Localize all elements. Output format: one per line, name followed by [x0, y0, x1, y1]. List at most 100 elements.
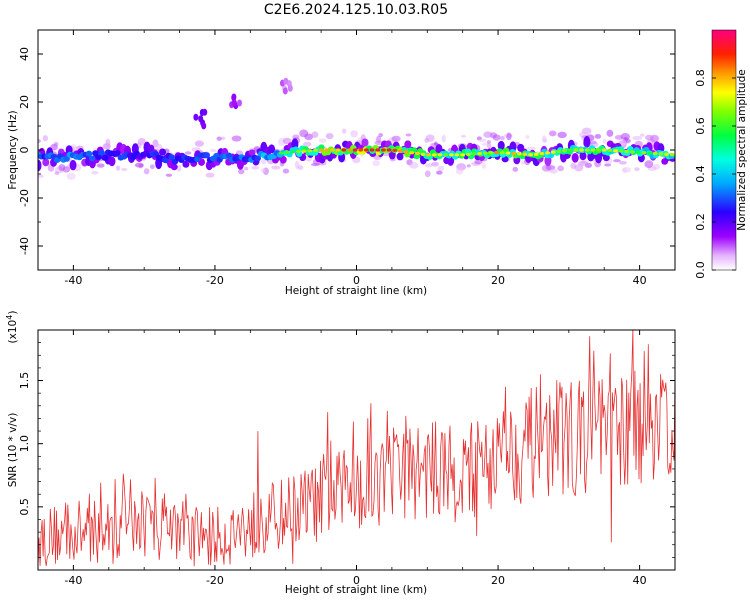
snr-panel: -40 -20 0 20 40 0.5 1.0 1.5 Height of straight…	[5, 311, 676, 596]
spectrogram-ridge-peak-cell	[607, 148, 613, 152]
colorbar-gradient	[711, 29, 737, 271]
spectrogram-halo-cell	[231, 135, 242, 142]
spectrogram-ridge-peak-cell	[420, 152, 426, 156]
y-tick-label: 1.0	[18, 435, 31, 453]
spectrogram-halo-cell	[526, 146, 536, 151]
spectrogram-band-cell	[108, 156, 116, 167]
svg-text:(x104): (x104)	[5, 311, 19, 344]
spectrogram-feature-cell	[201, 122, 207, 130]
spectrogram-band-cell	[69, 159, 77, 171]
spectrogram-ridge-peak-cell	[279, 151, 284, 155]
spectrogram-ridge-cell	[114, 150, 121, 157]
spectrogram-ridge-peak-cell	[584, 148, 590, 152]
spectrogram-ridge-cell	[254, 155, 261, 162]
spectrogram-ridge-peak-cell	[635, 150, 641, 154]
spectrogram-ridge-peak-cell	[652, 151, 658, 156]
spectrogram-ridge-peak-cell	[290, 150, 296, 154]
spectrogram-halo-cell	[38, 139, 41, 144]
spectrogram-halo-cell	[644, 134, 654, 141]
spectrogram-ridge-cell	[95, 154, 102, 161]
spectrogram-feature-cell	[193, 113, 199, 121]
colorbar-tick-label: 0.4	[694, 165, 707, 183]
x-tick-label: -20	[206, 574, 224, 587]
spectrogram-ridge-peak-cell	[307, 149, 313, 153]
spectrogram-halo-cell	[542, 138, 548, 143]
spectrogram-band-cell	[159, 148, 167, 156]
spectrogram-ridge-peak-cell	[330, 148, 335, 152]
spectrogram-feature-cell	[231, 99, 237, 107]
spectrogram-ridge-peak-cell	[397, 149, 403, 153]
spectrogram-ridge-peak-cell	[471, 152, 477, 156]
spectrogram-halo-cell	[455, 167, 464, 175]
colorbar-tick-labels: 0.0 0.2 0.4 0.6 0.8	[694, 69, 707, 279]
spectrogram-ridge-peak-cell	[426, 153, 432, 157]
spectrogram-halo-cell	[614, 135, 624, 140]
spectrogram-halo-cell	[341, 128, 347, 134]
spectrogram-ridge-peak-cell	[613, 149, 618, 153]
spectrogram-feature-cell	[231, 93, 237, 101]
spectrogram-halo-cell	[602, 138, 607, 145]
spectrogram-halo-cell	[525, 135, 530, 139]
spectrogram-halo-cell	[425, 134, 435, 142]
spectrogram-band-cell	[42, 158, 50, 167]
spectrogram-ridge-peak-cell	[448, 153, 454, 157]
spectrogram-ridge-cell	[203, 152, 211, 159]
spectrogram-ridge-peak-cell	[352, 148, 358, 152]
spectrogram-halo-cell	[492, 134, 501, 141]
spectrogram-ridge-peak-cell	[335, 148, 341, 152]
spectrogram-halo-cell	[302, 141, 312, 147]
spectrogram-ridge-peak-cell	[482, 151, 488, 155]
spectrogram-ridge-peak-cell	[369, 148, 375, 152]
spectrogram-ridge-peak-cell	[499, 151, 505, 155]
spectrogram-halo-cell	[238, 168, 245, 175]
spectrogram-ridge-peak-cell	[358, 148, 364, 152]
spectrogram-halo-cell	[299, 129, 309, 138]
spectrogram-halo-cell	[143, 168, 150, 175]
spectrogram-halo-cell	[437, 165, 445, 172]
spectrogram-halo-cell	[318, 138, 327, 143]
spectrogram-halo-cell	[184, 151, 192, 155]
spectrogram-ridge-cell	[101, 154, 109, 161]
spectrogram-halo-cell	[424, 163, 433, 168]
spectrogram-ridge-cell	[85, 150, 93, 157]
spectrogram-x-tick-labels: -40 -20 0 20 40	[64, 274, 646, 287]
snr-frame	[37, 329, 676, 571]
spectrogram-halo-cell	[121, 167, 128, 172]
spectrogram-halo-cell	[271, 165, 281, 170]
spectrogram-ridge-cell	[464, 148, 472, 155]
spectrogram-ridge-peak-cell	[318, 148, 324, 152]
spectrogram-ridge-peak-cell	[641, 151, 647, 155]
snr-ticks	[37, 330, 676, 570]
spectrogram-halo-cell	[66, 172, 76, 181]
spectrogram-halo-cell	[251, 166, 260, 170]
spectrogram-ridge-peak-cell	[488, 151, 494, 155]
snr-y-tick-labels: 0.5 1.0 1.5	[18, 372, 31, 516]
spectrogram-halo-cell	[96, 163, 105, 168]
spectrogram-halo-cell	[441, 134, 446, 143]
x-tick-label: 0	[353, 274, 360, 287]
colorbar-label: Normalized spectral amplitude	[736, 69, 748, 230]
spectrogram-halo-cell	[549, 168, 558, 174]
spectrogram-halo-cell	[282, 137, 292, 145]
spectrogram-ridge-peak-cell	[618, 149, 624, 153]
spectrogram-halo-cell	[205, 172, 215, 178]
spectrogram-halo-cell	[325, 132, 334, 140]
spectrogram-band-cell	[38, 159, 42, 172]
spectrogram-ridge-peak-cell	[296, 149, 301, 154]
spectrogram-halo-cell	[134, 162, 144, 168]
x-tick-label: 40	[633, 274, 647, 287]
spectrogram-ridge-peak-cell	[324, 148, 330, 152]
spectrogram-ridge-peak-cell	[516, 152, 522, 156]
spectrogram-ridge-peak-cell	[505, 151, 511, 155]
spectrogram-ridge-peak-cell	[601, 148, 607, 152]
y-tick-label: 40	[18, 47, 31, 61]
spectrogram-halo-cell	[557, 165, 564, 172]
spectrogram-halo-cell	[481, 162, 487, 169]
spectrogram-halo-cell	[372, 160, 381, 167]
spectrogram-halo-cell	[622, 167, 632, 173]
spectrogram-halo-cell	[220, 136, 226, 140]
y-tick-label: 20	[18, 95, 31, 109]
spectrogram-feature-cell	[282, 87, 288, 95]
spectrogram-halo-cell	[506, 132, 512, 141]
